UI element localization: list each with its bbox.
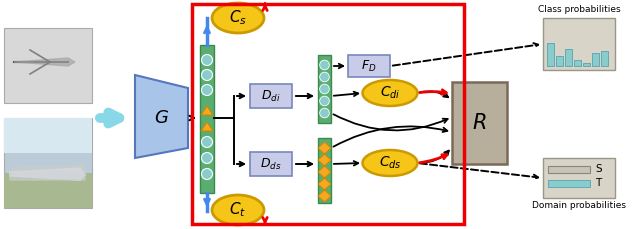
- FancyBboxPatch shape: [574, 60, 581, 66]
- FancyBboxPatch shape: [592, 53, 599, 66]
- FancyBboxPatch shape: [4, 118, 92, 153]
- Polygon shape: [201, 122, 213, 131]
- Polygon shape: [318, 178, 331, 190]
- Text: Class probabilities: Class probabilities: [538, 5, 620, 14]
- Circle shape: [202, 55, 212, 65]
- FancyBboxPatch shape: [548, 180, 590, 187]
- Text: $C_t$: $C_t$: [229, 201, 246, 219]
- FancyBboxPatch shape: [543, 158, 615, 198]
- Polygon shape: [201, 106, 213, 115]
- Circle shape: [320, 108, 330, 118]
- Circle shape: [202, 153, 212, 164]
- Polygon shape: [10, 168, 85, 180]
- Polygon shape: [318, 142, 331, 154]
- FancyBboxPatch shape: [348, 55, 390, 77]
- Text: $R$: $R$: [472, 113, 487, 133]
- Polygon shape: [318, 166, 331, 178]
- FancyBboxPatch shape: [583, 63, 590, 66]
- Text: $C_{ds}$: $C_{ds}$: [379, 155, 401, 171]
- Ellipse shape: [362, 80, 417, 106]
- Circle shape: [320, 60, 330, 70]
- Text: Domain probabilities: Domain probabilities: [532, 202, 626, 210]
- Polygon shape: [318, 154, 331, 166]
- FancyBboxPatch shape: [565, 49, 572, 66]
- FancyBboxPatch shape: [250, 84, 292, 108]
- Text: $D_{ds}$: $D_{ds}$: [260, 156, 282, 172]
- Text: $C_{di}$: $C_{di}$: [380, 85, 400, 101]
- Text: $G$: $G$: [154, 109, 170, 127]
- Circle shape: [320, 72, 330, 82]
- Polygon shape: [14, 58, 75, 66]
- FancyBboxPatch shape: [4, 28, 92, 103]
- Circle shape: [202, 169, 212, 180]
- Ellipse shape: [212, 195, 264, 225]
- Circle shape: [320, 84, 330, 94]
- FancyBboxPatch shape: [452, 82, 507, 164]
- FancyBboxPatch shape: [547, 43, 554, 66]
- Polygon shape: [318, 190, 331, 202]
- Polygon shape: [10, 165, 85, 180]
- FancyBboxPatch shape: [4, 118, 92, 208]
- FancyBboxPatch shape: [556, 55, 563, 66]
- Ellipse shape: [212, 3, 264, 33]
- FancyBboxPatch shape: [601, 51, 608, 66]
- FancyBboxPatch shape: [548, 166, 590, 173]
- Polygon shape: [135, 75, 188, 158]
- Circle shape: [320, 96, 330, 106]
- Circle shape: [202, 85, 212, 95]
- Text: T: T: [595, 178, 601, 188]
- Text: $F_D$: $F_D$: [361, 58, 377, 74]
- Text: $C_s$: $C_s$: [229, 9, 247, 27]
- FancyBboxPatch shape: [318, 55, 331, 123]
- FancyBboxPatch shape: [543, 18, 615, 70]
- FancyBboxPatch shape: [250, 152, 292, 176]
- Circle shape: [202, 69, 212, 81]
- FancyBboxPatch shape: [200, 45, 214, 193]
- FancyBboxPatch shape: [318, 138, 331, 203]
- FancyBboxPatch shape: [4, 173, 92, 208]
- Ellipse shape: [362, 150, 417, 176]
- Text: $D_{di}$: $D_{di}$: [261, 88, 281, 104]
- Circle shape: [202, 136, 212, 147]
- Text: S: S: [595, 164, 602, 174]
